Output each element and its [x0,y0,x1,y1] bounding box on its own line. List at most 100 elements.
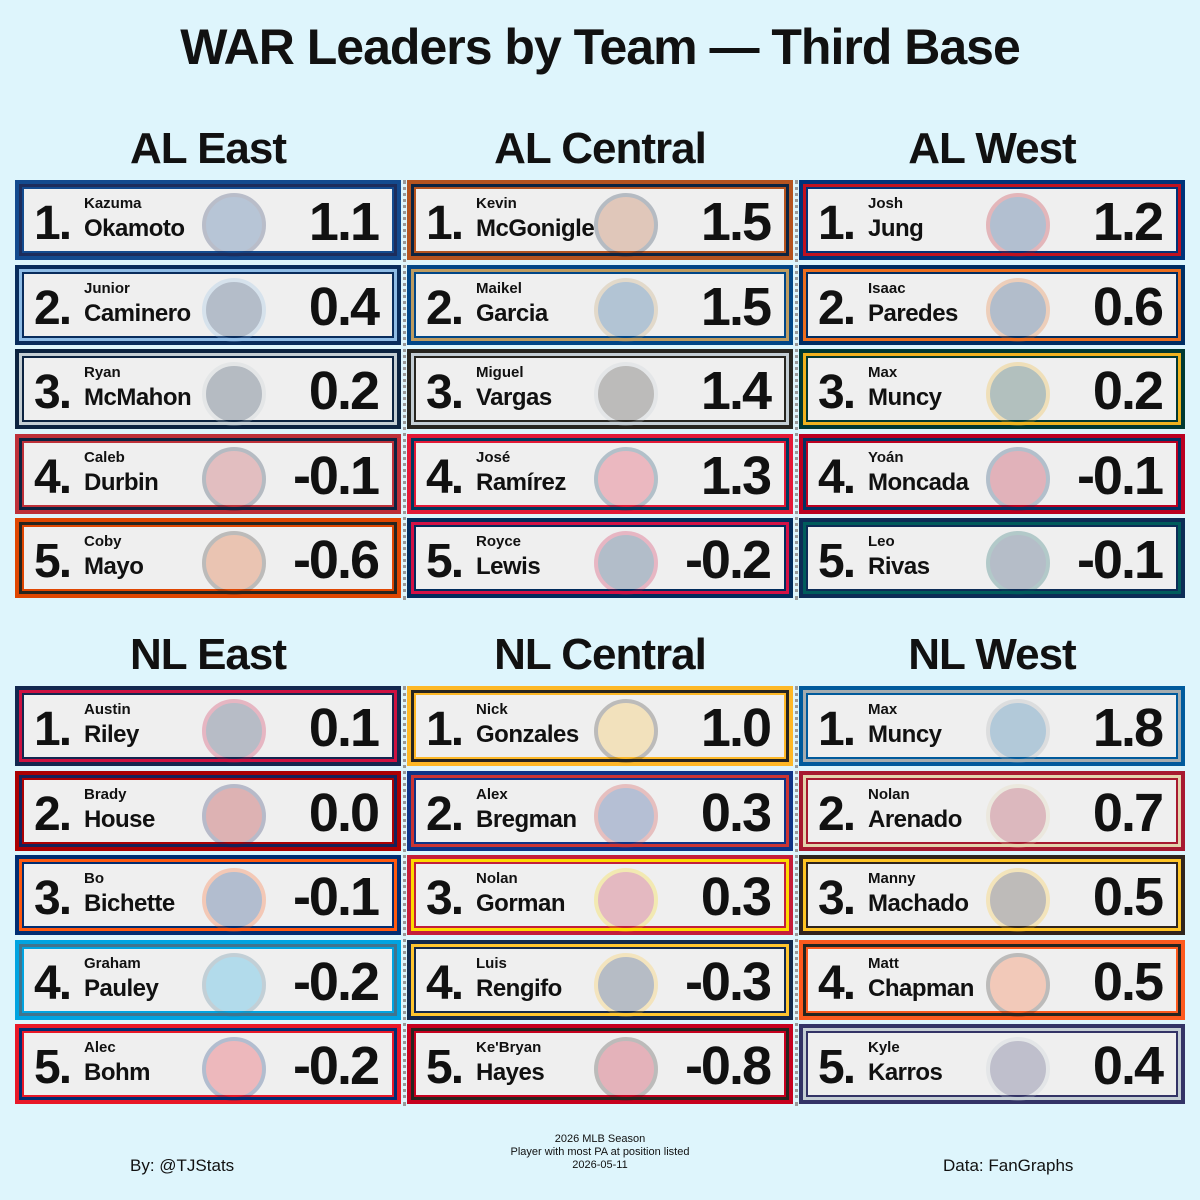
separator [403,686,406,1106]
last-name: McGonigle [476,215,595,242]
note: Player with most PA at position listed [510,1146,690,1158]
card-inner: 2. Brady House 0.0 [22,777,394,848]
team-logo [202,868,266,932]
war-value: -0.3 [684,951,772,1012]
war-value: -0.1 [1076,445,1164,506]
war-value: 1.0 [700,698,772,758]
rank: 4. [426,956,464,1010]
team-logo [986,783,1050,848]
war-value: 1.2 [1092,192,1164,252]
team-logo [986,699,1050,763]
card-inner: 3. Nolan Gorman 0.3 [414,862,786,932]
last-name: Paredes [868,299,958,327]
last-name: Gonzales [476,721,579,748]
war-value: 0.3 [700,867,772,927]
first-name: Bo [84,870,104,887]
player-card: 2. Junior Caminero 0.4 [15,264,401,345]
war-value: 0.0 [308,782,380,843]
rank: 3. [34,872,72,925]
first-name: Austin [84,701,131,718]
first-name: Luis [476,954,507,972]
last-name: Jung [868,215,924,242]
card-inner: 4. Matt Chapman 0.5 [806,946,1178,1017]
team-logo [202,699,266,763]
last-name: Riley [84,721,139,748]
team-logo [202,362,266,426]
rank: 1. [426,703,464,756]
war-value: -0.1 [1076,530,1164,590]
player-card: 3. Nolan Gorman 0.3 [407,855,793,935]
team-logo [594,362,658,426]
note: 2026-05-11 [572,1159,628,1171]
player-card: 5. Alec Bohm -0.2 [15,1024,401,1104]
last-name: Chapman [868,974,974,1002]
rank: 1. [34,197,72,250]
player-card: 2. Alex Bregman 0.3 [407,770,793,851]
war-value: -0.6 [292,530,380,590]
rank: 2. [818,281,856,335]
war-value: -0.2 [292,951,380,1012]
last-name: Rengifo [476,974,562,1002]
card-inner: 5. Coby Mayo -0.6 [22,525,394,595]
card-inner: 5. Alec Bohm -0.2 [22,1031,394,1101]
war-value: 0.1 [308,698,380,758]
team-logo [594,531,658,595]
war-value: -0.1 [292,867,380,927]
war-value: 0.4 [1092,1036,1164,1096]
rank: 2. [426,281,464,335]
war-value: -0.1 [292,445,380,506]
first-name: Josh [868,195,904,212]
card-inner: 1. Josh Jung 1.2 [806,187,1178,257]
division-name: NL Central [494,630,707,679]
card-inner: 1. Kevin McGonigle 1.5 [414,187,786,257]
card-inner: 3. Bo Bichette -0.1 [22,862,394,932]
war-value: 0.6 [1092,276,1164,337]
last-name: Vargas [476,384,552,411]
rank: 1. [818,703,856,756]
first-name: José [476,448,511,466]
division-name: AL East [129,124,287,173]
card-inner: 4. Yoán Moncada -0.1 [806,440,1178,511]
player-card: 1. Max Muncy 1.8 [799,686,1185,766]
first-name: Brady [84,785,127,803]
first-name: Maikel [476,279,522,297]
player-card: 3. Max Muncy 0.2 [799,349,1185,429]
rank: 2. [426,787,464,841]
team-logo [594,1037,658,1101]
card-inner: 2. Junior Caminero 0.4 [22,271,394,342]
last-name: Durbin [84,468,159,496]
division-name: NL West [908,630,1076,679]
last-name: Pauley [84,974,159,1002]
last-name: House [84,805,155,833]
team-logo [202,952,266,1017]
first-name: Isaac [868,279,906,297]
rank: 4. [34,956,72,1010]
rank: 5. [818,535,856,588]
separator [795,180,798,600]
first-name: Max [868,364,898,381]
player-card: 3. Miguel Vargas 1.4 [407,349,793,429]
first-name: Alex [476,785,508,803]
war-value: 0.2 [308,361,380,421]
rank: 1. [426,197,464,250]
player-card: 4. José Ramírez 1.3 [407,433,793,514]
first-name: Nolan [476,870,518,887]
last-name: McMahon [84,384,192,411]
last-name: Caminero [84,299,191,327]
last-name: Arenado [868,805,962,833]
rank: 4. [818,956,856,1010]
card-inner: 2. Maikel Garcia 1.5 [414,271,786,342]
rank: 4. [426,450,464,504]
division-name: AL West [908,124,1076,173]
card-inner: 3. Manny Machado 0.5 [806,862,1178,932]
team-logo [986,446,1050,511]
rank: 5. [818,1041,856,1094]
rank: 3. [818,366,856,419]
card-inner: 4. José Ramírez 1.3 [414,440,786,511]
first-name: Max [868,701,898,718]
first-name: Alec [84,1039,116,1056]
player-card: 4. Yoán Moncada -0.1 [799,433,1185,514]
card-inner: 5. Ke'Bryan Hayes -0.8 [414,1031,786,1101]
player-card: 2. Isaac Paredes 0.6 [799,264,1185,345]
first-name: Nick [476,701,508,718]
